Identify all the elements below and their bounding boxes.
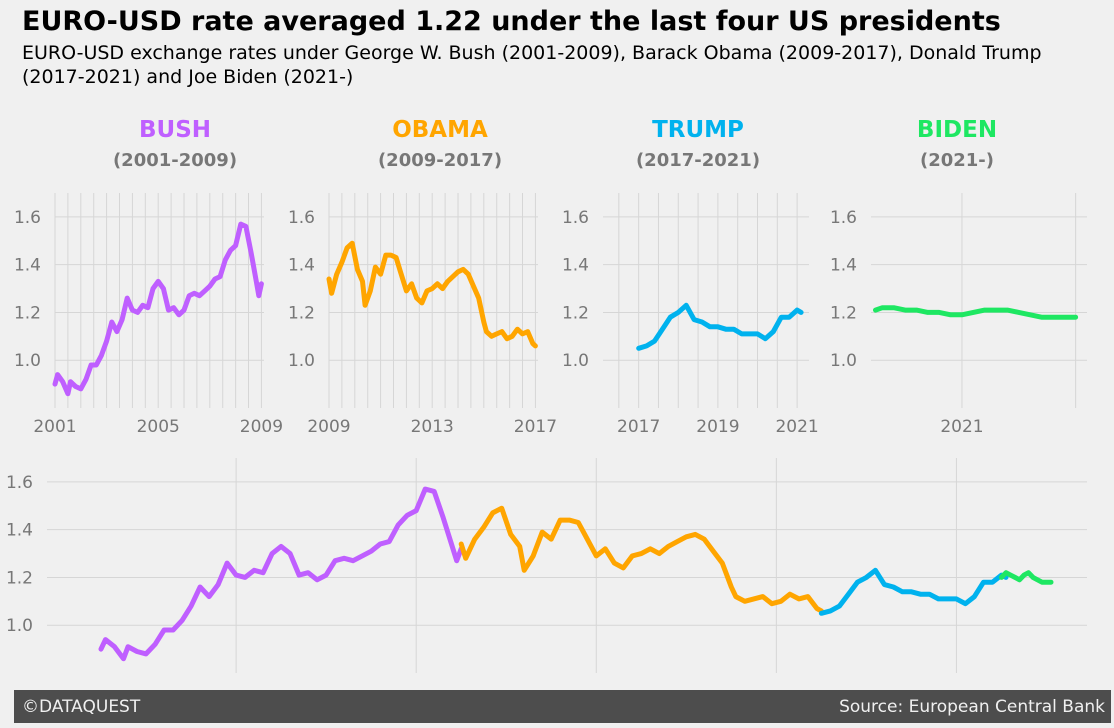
bush-xtick-label: 2001 (33, 417, 76, 437)
trump-ytick-label: 1.0 (562, 351, 589, 371)
all-series-line-1 (458, 505, 824, 614)
page-title: EURO-USD rate averaged 1.22 under the la… (22, 6, 1001, 37)
obama-title: OBAMA (392, 117, 488, 143)
obama-xtick-label: 2009 (307, 417, 350, 437)
biden-subtitle: (2021-) (920, 150, 994, 171)
biden-title: BIDEN (917, 117, 997, 143)
biden-ytick-label: 1.6 (830, 208, 857, 228)
bush-ytick-label: 1.6 (14, 208, 41, 228)
bush-xtick-label: 2009 (240, 417, 283, 437)
trump-xtick-label: 2021 (775, 417, 818, 437)
obama-xtick-label: 2013 (411, 417, 454, 437)
page-subtitle: EURO-USD exchange rates under George W. … (22, 42, 1042, 88)
all-series-line-2 (818, 567, 1009, 616)
bush-xtick-label: 2005 (137, 417, 180, 437)
bush-title: BUSH (139, 117, 211, 143)
chart-canvas: 1.0 1.2 1.4 1.6 2001 2005 2009 BUSH (2001-2009) 1… (6, 117, 1087, 673)
all-series-line-3 (999, 570, 1054, 585)
biden-ytick-label: 1.4 (830, 256, 857, 276)
bush-series-line-0 (52, 221, 264, 397)
biden-ytick-label: 1.0 (830, 351, 857, 371)
all-series-line-0 (98, 486, 464, 662)
bush-subtitle: (2001-2009) (113, 150, 237, 171)
footer-copyright: ©DATAQUEST (22, 696, 141, 717)
biden-series-line-0 (873, 305, 1079, 320)
trump-series-line-0 (636, 302, 804, 351)
biden-xtick-label: 2021 (940, 417, 983, 437)
biden-ytick-label: 1.2 (830, 303, 857, 323)
obama-subtitle: (2009-2017) (378, 150, 502, 171)
trump-xtick-label: 2017 (617, 417, 660, 437)
all-ytick-label: 1.0 (6, 616, 33, 636)
trump-xtick-label: 2019 (696, 417, 739, 437)
obama-series-line-0 (326, 240, 538, 349)
obama-ytick-label: 1.2 (288, 303, 315, 323)
trump-subtitle: (2017-2021) (636, 150, 760, 171)
obama-ytick-label: 1.6 (288, 208, 315, 228)
all-ytick-label: 1.2 (6, 568, 33, 588)
obama-xtick-label: 2017 (514, 417, 557, 437)
bush-ytick-label: 1.4 (14, 256, 41, 276)
footer-bar: ©DATAQUEST Source: European Central Bank (14, 690, 1111, 723)
footer-source: Source: European Central Bank (839, 696, 1105, 717)
obama-ytick-label: 1.4 (288, 256, 315, 276)
trump-title: TRUMP (652, 117, 744, 143)
all-ytick-label: 1.4 (6, 521, 33, 541)
all-ytick-label: 1.6 (6, 473, 33, 493)
obama-ytick-label: 1.0 (288, 351, 315, 371)
trump-ytick-label: 1.4 (562, 256, 589, 276)
bush-ytick-label: 1.2 (14, 303, 41, 323)
trump-ytick-label: 1.2 (562, 303, 589, 323)
trump-ytick-label: 1.6 (562, 208, 589, 228)
bush-ytick-label: 1.0 (14, 351, 41, 371)
